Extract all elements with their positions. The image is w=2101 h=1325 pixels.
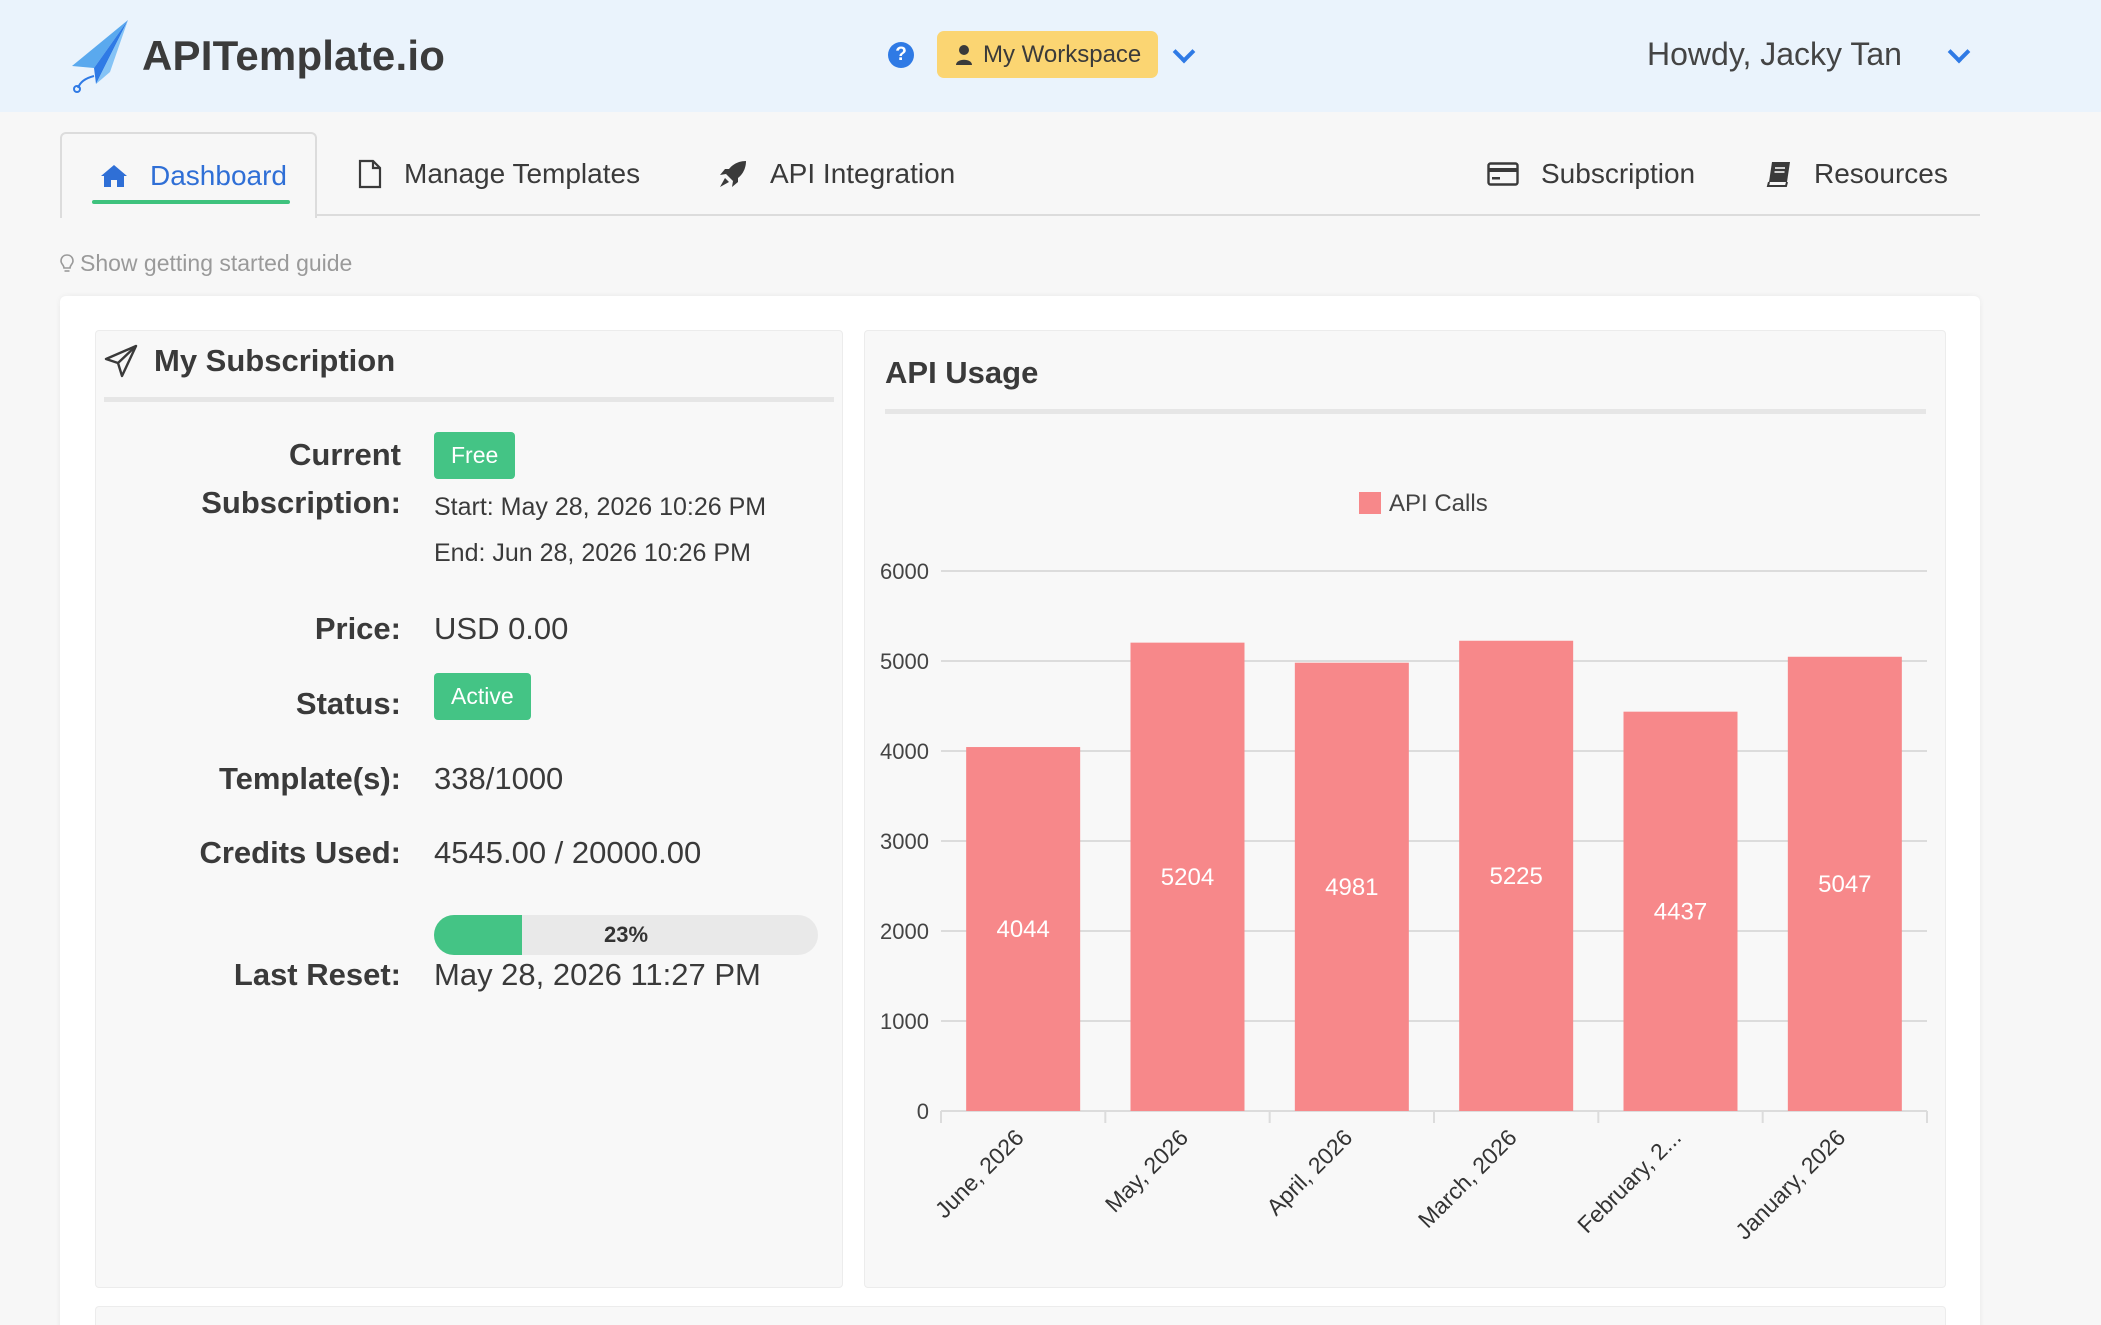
legend-swatch	[1359, 492, 1381, 514]
y-tick-label: 5000	[880, 649, 929, 674]
tab-manage-templates-label: Manage Templates	[404, 158, 641, 189]
getting-started-guide-link[interactable]: Show getting started guide	[60, 250, 352, 277]
subscription-divider	[104, 397, 834, 402]
y-tick-label: 4000	[880, 739, 929, 764]
credits-label: Credits Used:	[199, 835, 401, 870]
workspace-chevron-down-icon[interactable]	[1172, 40, 1196, 64]
templates-label: Template(s):	[218, 761, 401, 796]
last-reset-label: Last Reset:	[233, 957, 401, 992]
x-tick-label: May, 2026	[1100, 1124, 1193, 1217]
active-tab-indicator	[92, 200, 290, 204]
api-usage-panel: API Usage API Calls 6000 5000 4000 3000 2000 1…	[864, 330, 1946, 1288]
tab-resources-label: Resources	[1814, 158, 1948, 189]
current-label: Current	[289, 437, 401, 472]
tab-dashboard[interactable]: Dashboard	[60, 132, 317, 218]
y-tick-label: 6000	[880, 559, 929, 584]
bar	[1130, 642, 1245, 1111]
bar-data-label: 5204	[1161, 864, 1214, 891]
bar	[966, 747, 1081, 1111]
user-icon	[956, 44, 972, 65]
workspace-button[interactable]: My Workspace	[937, 31, 1158, 78]
api-usage-title: API Usage	[885, 355, 1039, 390]
tab-manage-templates[interactable]: Manage Templates	[358, 132, 640, 216]
credit-card-icon	[1487, 162, 1519, 186]
x-tick-label: June, 2026	[930, 1124, 1029, 1223]
y-tick-label: 1000	[880, 1009, 929, 1034]
status-label: Status:	[295, 686, 401, 721]
bar-data-label: 5047	[1818, 871, 1871, 898]
credits-progress-bar: 23%	[434, 915, 818, 955]
templates-value: 338/1000	[434, 761, 564, 796]
help-icon[interactable]: ?	[888, 42, 914, 68]
bottom-panel	[95, 1306, 1946, 1325]
y-tick-label: 0	[917, 1099, 929, 1124]
status-badge: Active	[434, 673, 531, 720]
y-tick-label: 3000	[880, 829, 929, 854]
api-usage-chart: API Calls 6000 5000 4000 3000 2000 1000 0 4044 Ju…	[880, 490, 1928, 1244]
tab-subscription-label: Subscription	[1541, 158, 1696, 189]
credits-progress-fill	[434, 915, 523, 955]
brand-name: APITemplate.io	[142, 32, 446, 79]
tab-api-integration[interactable]: API Integration	[718, 132, 955, 216]
price-value: USD 0.00	[434, 611, 569, 646]
file-icon	[358, 159, 382, 189]
y-tick-label: 2000	[880, 919, 929, 944]
user-greeting[interactable]: Howdy, Jacky Tan	[1647, 36, 1902, 72]
subscription-title-text: My Subscription	[154, 343, 396, 378]
paper-plane-logo-icon	[72, 20, 128, 93]
x-tick-label: March, 2026	[1413, 1124, 1522, 1233]
subscription-panel: My Subscription Current Subscription: Pr…	[95, 330, 843, 1288]
bar-data-label: 4044	[996, 916, 1049, 943]
bar	[1459, 640, 1574, 1111]
subscription-start: Start: May 28, 2026 10:26 PM	[434, 493, 767, 521]
rocket-icon	[720, 161, 746, 187]
x-tick-label: January, 2026	[1730, 1124, 1850, 1244]
last-reset-value: May 28, 2026 11:27 PM	[434, 957, 761, 992]
main-nav: Dashboard Manage Templates API Integrati…	[60, 132, 1980, 218]
credits-value: 4545.00 / 20000.00	[434, 835, 702, 870]
tab-subscription[interactable]: Subscription	[1487, 132, 1695, 216]
plan-badge: Free	[434, 432, 516, 479]
bar	[1294, 662, 1409, 1111]
x-tick-label: April, 2026	[1261, 1124, 1357, 1220]
lightbulb-icon	[60, 253, 74, 272]
workspace-label: My Workspace	[983, 40, 1142, 68]
subscription-title: My Subscription	[104, 343, 395, 379]
tab-api-integration-label: API Integration	[770, 158, 956, 189]
credits-progress-label: 23%	[603, 922, 649, 947]
api-usage-divider	[885, 409, 1926, 414]
legend-label: API Calls	[1389, 490, 1488, 517]
user-menu-chevron-down-icon[interactable]	[1947, 40, 1971, 64]
bar-data-label: 5225	[1489, 863, 1542, 890]
bar	[1623, 711, 1738, 1111]
paper-plane-icon	[104, 344, 138, 378]
bar	[1787, 656, 1902, 1111]
label-column: Current Subscription: Price: Status: Tem…	[96, 331, 401, 1287]
book-icon	[1766, 162, 1790, 187]
home-icon	[101, 165, 127, 187]
guide-link-label: Show getting started guide	[80, 250, 353, 276]
subscription-end: End: Jun 28, 2026 10:26 PM	[434, 539, 751, 567]
brand-logo[interactable]: APITemplate.io	[68, 18, 445, 94]
dashboard-card: My Subscription Current Subscription: Pr…	[60, 296, 1980, 1325]
bar-data-label: 4981	[1325, 874, 1378, 901]
subscription-label: Subscription:	[201, 485, 401, 520]
bar-data-label: 4437	[1654, 898, 1707, 925]
tab-resources[interactable]: Resources	[1766, 132, 1948, 216]
price-label: Price:	[314, 611, 401, 646]
x-tick-label: February, 2...	[1572, 1124, 1686, 1238]
tab-dashboard-label: Dashboard	[150, 160, 287, 191]
top-header: APITemplate.io ? My Workspace Howdy, Jac…	[0, 0, 2101, 112]
